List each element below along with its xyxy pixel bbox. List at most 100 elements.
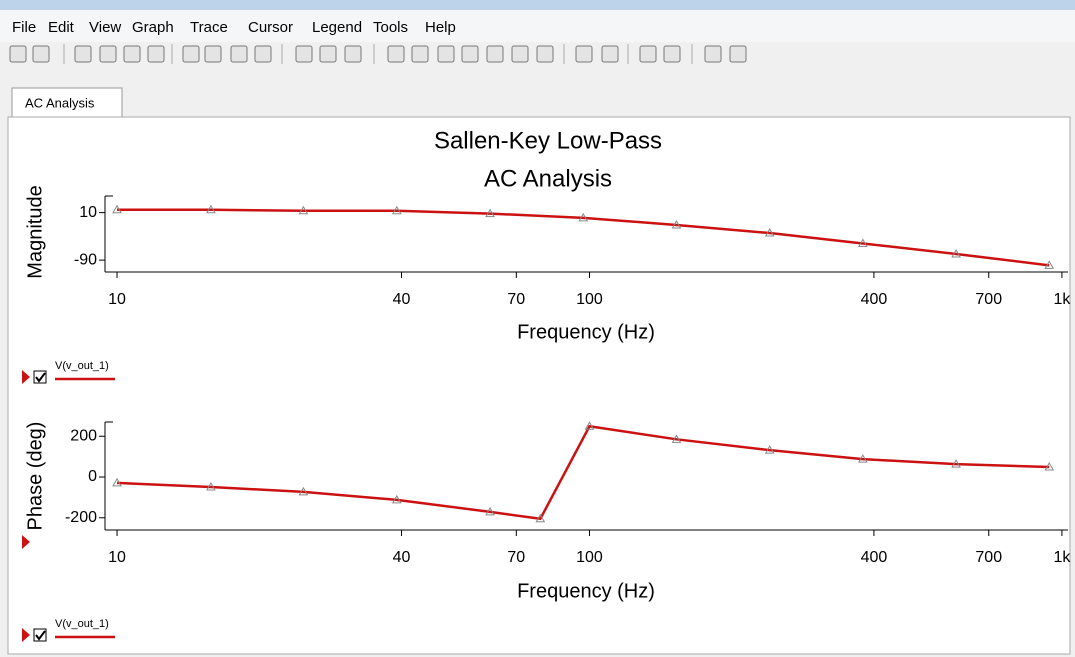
- menu-item[interactable]: Trace: [190, 19, 228, 36]
- y-tick-label: 0: [88, 468, 97, 485]
- trace: [116, 424, 1050, 521]
- trace-marker: [535, 513, 546, 523]
- toolbar-button[interactable]: [601, 45, 619, 63]
- trace-marker: [485, 506, 495, 516]
- menu: File Edit View Graph Trace Cursor Legend Tools H…: [12, 19, 456, 36]
- x-tick-label: 40: [393, 291, 411, 308]
- trace-marker: [584, 421, 595, 430]
- x-tick-label: 100: [576, 549, 603, 566]
- trace-marker: [391, 494, 402, 504]
- legend-arrow: [22, 370, 30, 384]
- menu-item[interactable]: Help: [425, 19, 456, 36]
- toolbar: [9, 44, 747, 64]
- trace-marker: [578, 212, 589, 222]
- toolbar-button[interactable]: [204, 45, 222, 63]
- trace-marker: [298, 205, 309, 215]
- toolbar-button[interactable]: [295, 45, 313, 63]
- trace-marker: [858, 454, 868, 463]
- menu-item[interactable]: Cursor: [248, 19, 293, 36]
- x-tick-label: 1k: [1053, 549, 1071, 566]
- x-tick-label: 100: [576, 291, 603, 308]
- toolbar-button[interactable]: [254, 45, 272, 63]
- y-axis-label: Magnitude: [24, 185, 46, 278]
- trace-marker: [298, 486, 309, 496]
- menu-item[interactable]: Edit: [48, 19, 75, 36]
- toolbar-button[interactable]: [387, 45, 405, 63]
- menu-item[interactable]: File: [12, 19, 36, 36]
- y-tick-label: 10: [79, 204, 97, 221]
- trace-marker: [112, 477, 122, 487]
- toolbar-button[interactable]: [32, 45, 50, 63]
- legend-label: V(v_out_1): [55, 618, 109, 630]
- y-tick-label: -200: [65, 509, 97, 526]
- toolbar-button[interactable]: [344, 45, 362, 63]
- x-axis-label: Frequency (Hz): [517, 321, 655, 343]
- tab-label[interactable]: AC Analysis: [25, 95, 95, 110]
- y-axis-label: Phase (deg): [24, 422, 46, 531]
- toolbar-button[interactable]: [486, 45, 504, 63]
- menu-item[interactable]: Graph: [132, 19, 174, 36]
- toolbar-button[interactable]: [230, 45, 248, 63]
- trace-marker: [112, 204, 122, 214]
- toolbar-button[interactable]: [319, 45, 337, 63]
- toolbar-button[interactable]: [123, 45, 141, 63]
- x-tick-label: 70: [507, 549, 525, 566]
- x-tick-label: 1k: [1053, 291, 1071, 308]
- x-tick-label: 10: [108, 291, 126, 308]
- menu-item[interactable]: View: [89, 19, 121, 36]
- title-strip: [0, 0, 1075, 10]
- menu-item[interactable]: Legend: [312, 19, 362, 36]
- x-tick-label: 40: [393, 549, 411, 566]
- x-tick-label: 400: [861, 291, 888, 308]
- toolbar-button[interactable]: [437, 45, 455, 63]
- trace-marker: [951, 459, 961, 468]
- toolbar-button[interactable]: [536, 45, 554, 63]
- x-axis-label: Frequency (Hz): [517, 580, 655, 602]
- toolbar-button[interactable]: [729, 45, 747, 63]
- trace-marker: [671, 434, 682, 443]
- menu-item[interactable]: Tools: [373, 19, 408, 36]
- trace-marker: [858, 238, 868, 247]
- trace-marker: [764, 445, 775, 454]
- trace-marker: [206, 481, 216, 491]
- trace-marker: [951, 248, 961, 258]
- toolbar-button[interactable]: [704, 45, 722, 63]
- y-tick-label: 200: [70, 427, 97, 444]
- legend-check: [35, 630, 46, 641]
- legend-label: V(v_out_1): [55, 360, 109, 372]
- x-tick-label: 400: [861, 549, 888, 566]
- toolbar-button[interactable]: [147, 45, 165, 63]
- toolbar-button[interactable]: [411, 45, 429, 63]
- chart-title: Sallen-Key Low-Pass: [434, 127, 662, 154]
- toolbar-button[interactable]: [663, 45, 681, 63]
- legend-checkbox[interactable]: [33, 628, 47, 642]
- trace-marker: [671, 219, 682, 229]
- trace-marker: [391, 205, 402, 215]
- trace-marker: [1044, 462, 1055, 471]
- toolbar-button[interactable]: [182, 45, 200, 63]
- legend-arrow: [22, 628, 30, 642]
- toolbar-button[interactable]: [99, 45, 117, 63]
- toolbar-button[interactable]: [511, 45, 529, 63]
- plot-area: [7, 116, 1071, 655]
- trace-marker: [764, 228, 775, 237]
- legend-check: [35, 372, 46, 383]
- x-tick-label: 70: [507, 291, 525, 308]
- tab[interactable]: [11, 87, 123, 119]
- menu-bar: [0, 10, 1075, 42]
- trace: [117, 208, 1050, 267]
- y-tick-label: -90: [74, 251, 97, 268]
- toolbar-button[interactable]: [461, 45, 479, 63]
- cursor-marker: [22, 535, 30, 549]
- trace-marker: [206, 204, 216, 214]
- toolbar-button[interactable]: [639, 45, 657, 63]
- x-tick-label: 10: [108, 549, 126, 566]
- toolbar-button[interactable]: [575, 45, 593, 63]
- toolbar-button[interactable]: [74, 45, 92, 63]
- x-tick-label: 700: [975, 549, 1002, 566]
- x-tick-label: 700: [975, 291, 1002, 308]
- toolbar-button[interactable]: [9, 45, 27, 63]
